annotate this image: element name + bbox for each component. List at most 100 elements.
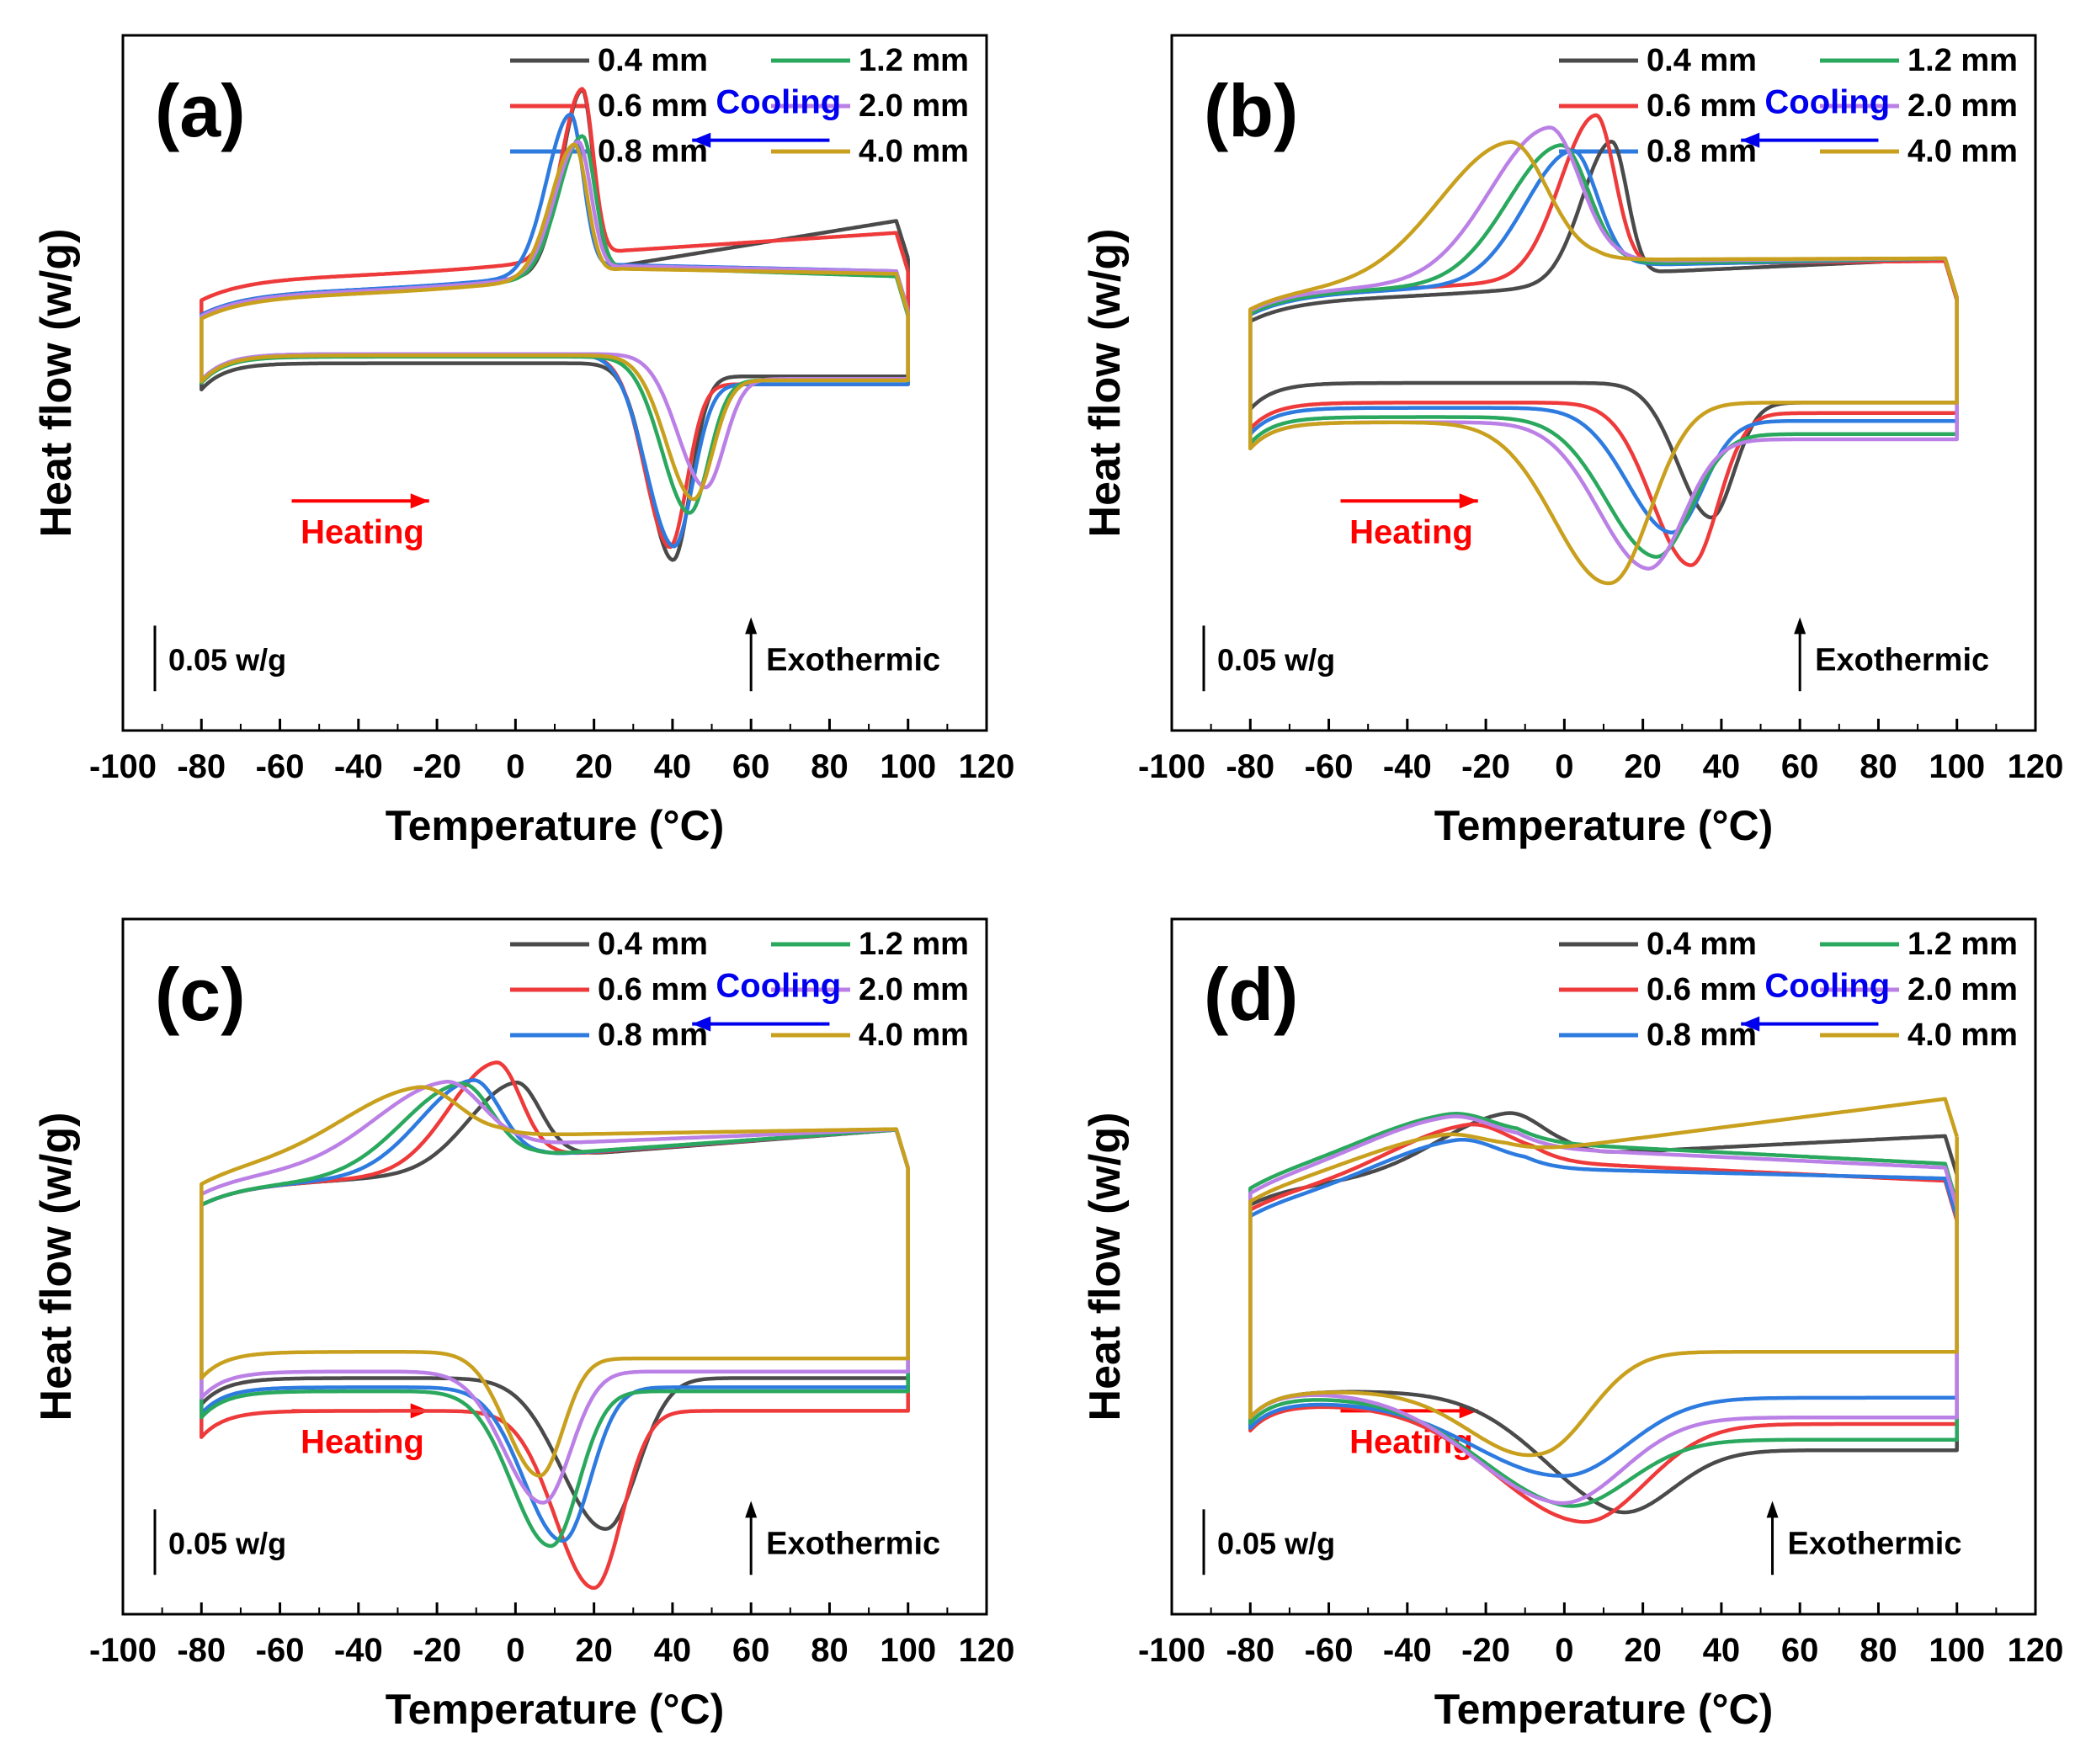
x-tick-label: 0 xyxy=(1555,1632,1573,1669)
series-curve-12mm xyxy=(1248,1112,1959,1508)
cooling-arrow-head xyxy=(1741,132,1760,148)
heating-arrow-head xyxy=(410,493,429,509)
legend-label: 0.8 mm xyxy=(598,1017,708,1053)
x-tick-label: -40 xyxy=(334,1632,383,1669)
x-tick-label: 20 xyxy=(1624,748,1662,785)
x-tick-label: 80 xyxy=(1860,1632,1897,1669)
x-tick-label: 40 xyxy=(1703,1632,1741,1669)
x-tick-label: -20 xyxy=(412,1632,461,1669)
legend-label: 4.0 mm xyxy=(859,134,969,169)
series-curve-06mm xyxy=(200,87,910,550)
legend-label: 1.2 mm xyxy=(1907,43,2018,78)
x-tick-label: -100 xyxy=(1138,1632,1205,1669)
x-tick-label: 120 xyxy=(959,1632,1015,1669)
x-tick-label: 20 xyxy=(575,1632,613,1669)
x-tick-label: 60 xyxy=(1781,748,1819,785)
x-tick-label: -60 xyxy=(1305,748,1354,785)
y-axis-label: Heat flow (w/g) xyxy=(1081,1113,1130,1421)
cooling-label: Cooling xyxy=(716,84,841,121)
scale-bar-label: 0.05 w/g xyxy=(1217,1526,1335,1560)
x-axis-label: Temperature (°C) xyxy=(1434,802,1773,849)
legend-label: 0.8 mm xyxy=(1647,1017,1757,1053)
x-axis-label: Temperature (°C) xyxy=(1434,1686,1773,1733)
y-axis-label: Heat flow (w/g) xyxy=(32,229,81,538)
x-tick-label: 80 xyxy=(811,1632,849,1669)
series-curve-08mm xyxy=(1248,1137,1959,1478)
panel-a: -100 -80 -60 -40 -20 0 20 40 60 80 100 120 Temperatu… xyxy=(32,34,1014,849)
legend-label: 0.6 mm xyxy=(598,88,708,124)
x-tick-label: 60 xyxy=(1781,1632,1819,1669)
panel-c: -100 -80 -60 -40 -20 0 20 40 60 80 100 120 Temperatu… xyxy=(32,917,1015,1733)
exothermic-label: Exothermic xyxy=(766,642,940,677)
series-curve-06mm xyxy=(1248,1122,1959,1524)
x-tick-label: 120 xyxy=(2008,748,2064,785)
x-tick-label: 40 xyxy=(1703,748,1741,785)
x-tick-label: -20 xyxy=(1461,748,1510,785)
exothermic-arrow-head xyxy=(1794,617,1806,635)
panel-d: -100 -80 -60 -40 -20 0 20 40 60 80 100 120 Temperatu… xyxy=(1081,917,2063,1733)
x-tick-label: 80 xyxy=(811,748,849,785)
series-curve-12mm xyxy=(200,1081,910,1549)
exothermic-label: Exothermic xyxy=(766,1526,940,1561)
cooling-arrow-head xyxy=(1741,1016,1760,1032)
series-curve-40mm xyxy=(1248,140,1959,586)
legend-label: 1.2 mm xyxy=(859,927,969,962)
x-axis-label: Temperature (°C) xyxy=(386,802,724,849)
x-tick-label: -20 xyxy=(1461,1632,1510,1669)
legend-label: 0.4 mm xyxy=(598,927,708,962)
heating-label: Heating xyxy=(301,513,424,550)
x-tick-label: -80 xyxy=(1226,1632,1274,1669)
legend-label: 0.6 mm xyxy=(1647,972,1757,1007)
legend-label: 0.4 mm xyxy=(1647,927,1757,962)
cooling-arrow-head xyxy=(692,1016,711,1032)
x-axis-label: Temperature (°C) xyxy=(386,1686,724,1733)
x-tick-label: 0 xyxy=(1555,748,1573,785)
panel-label: (a) xyxy=(155,69,246,152)
panel-label: (d) xyxy=(1204,953,1298,1036)
x-tick-label: 0 xyxy=(506,1632,524,1669)
series-curve-04mm xyxy=(200,88,910,562)
cooling-label: Cooling xyxy=(716,968,841,1005)
legend-label: 2.0 mm xyxy=(1907,88,2018,124)
x-tick-label: -40 xyxy=(334,748,383,785)
y-axis-label: Heat flow (w/g) xyxy=(32,1113,81,1421)
x-tick-label: 80 xyxy=(1860,748,1897,785)
legend-label: 0.6 mm xyxy=(1647,88,1757,124)
x-tick-label: -20 xyxy=(412,748,461,785)
x-tick-label: 100 xyxy=(1929,1632,1985,1669)
legend-label: 0.4 mm xyxy=(1647,43,1757,78)
legend-label: 1.2 mm xyxy=(1907,927,2018,962)
series-curve-20mm xyxy=(200,1080,910,1505)
cooling-arrow-head xyxy=(692,132,711,148)
heating-arrow-head xyxy=(1459,493,1478,509)
x-tick-label: 20 xyxy=(575,748,613,785)
series-curve-20mm xyxy=(200,140,910,490)
x-tick-label: 60 xyxy=(732,748,770,785)
x-tick-label: 40 xyxy=(654,1632,692,1669)
series-curve-04mm xyxy=(1248,139,1959,520)
x-tick-label: 100 xyxy=(1929,748,1985,785)
x-tick-label: -60 xyxy=(256,748,305,785)
exothermic-label: Exothermic xyxy=(1815,642,1989,677)
x-tick-label: -60 xyxy=(256,1632,305,1669)
x-tick-label: 0 xyxy=(506,748,524,785)
legend-label: 2.0 mm xyxy=(859,88,969,124)
x-tick-label: 60 xyxy=(732,1632,770,1669)
x-tick-label: -100 xyxy=(89,1632,157,1669)
exothermic-label: Exothermic xyxy=(1788,1526,1962,1561)
x-tick-label: -80 xyxy=(177,748,226,785)
scale-bar-label: 0.05 w/g xyxy=(168,642,286,677)
y-axis-label: Heat flow (w/g) xyxy=(1081,229,1130,538)
x-tick-label: -40 xyxy=(1383,1632,1432,1669)
x-tick-label: 100 xyxy=(880,748,936,785)
series-curve-12mm xyxy=(1248,143,1959,559)
x-tick-label: 100 xyxy=(880,1632,936,1669)
scale-bar-label: 0.05 w/g xyxy=(1217,642,1335,677)
cooling-label: Cooling xyxy=(1764,84,1890,121)
panel-label: (b) xyxy=(1204,69,1298,152)
exothermic-arrow-head xyxy=(745,617,758,635)
panel-b: -100 -80 -60 -40 -20 0 20 40 60 80 100 120 Temperatu… xyxy=(1081,34,2064,849)
exothermic-arrow-head xyxy=(1766,1501,1779,1518)
cooling-label: Cooling xyxy=(1764,968,1890,1005)
